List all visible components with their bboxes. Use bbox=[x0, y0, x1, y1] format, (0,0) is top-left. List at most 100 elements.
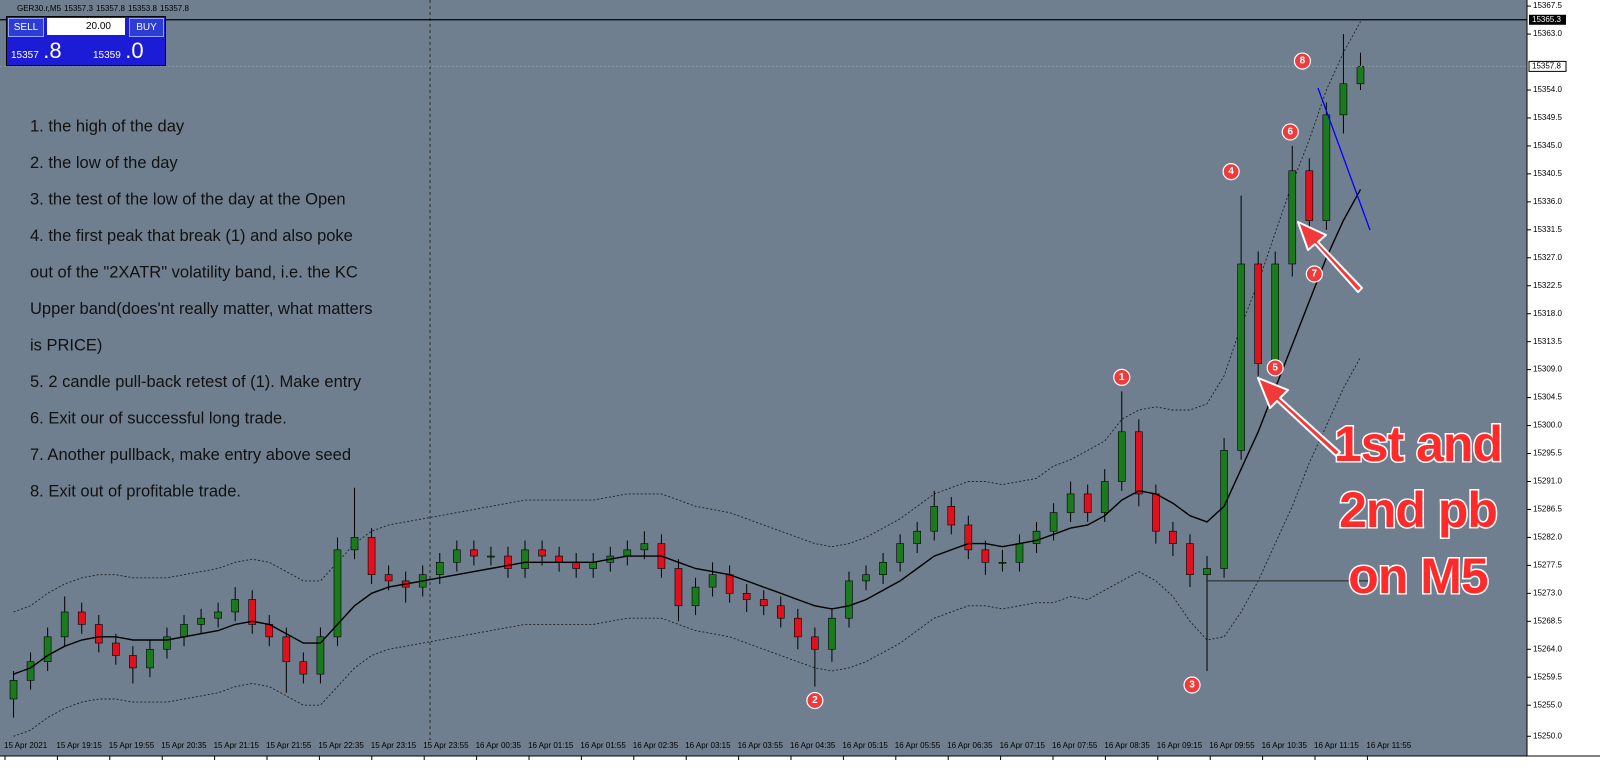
y-tick-label: 15336.0 bbox=[1533, 197, 1562, 206]
step-marker-label: 1 bbox=[1119, 372, 1125, 383]
candle-body bbox=[879, 561, 887, 576]
candle-body bbox=[1032, 530, 1041, 544]
step-marker-label: 2 bbox=[812, 695, 818, 706]
step-marker-label: 3 bbox=[1189, 680, 1195, 691]
note-line: 8. Exit out of profitable trade. bbox=[30, 482, 241, 500]
x-tick-label: 15 Apr 19:15 bbox=[56, 741, 102, 750]
candle-body bbox=[708, 574, 717, 588]
step-marker: 4 bbox=[1222, 163, 1240, 181]
candle-body bbox=[1152, 493, 1160, 532]
x-tick-label: 16 Apr 05:55 bbox=[895, 741, 941, 750]
y-tick-label: 15259.5 bbox=[1533, 672, 1562, 681]
candle-body bbox=[1237, 263, 1245, 451]
y-tick-label: 15282.0 bbox=[1533, 533, 1562, 542]
sell-button[interactable]: SELL bbox=[8, 18, 44, 37]
candle-body bbox=[435, 561, 444, 576]
candle-body bbox=[691, 586, 700, 607]
candle-body bbox=[947, 506, 956, 526]
candle-body bbox=[589, 561, 598, 569]
candle-body bbox=[77, 611, 86, 625]
x-tick-label: 15 Apr 23:15 bbox=[371, 741, 417, 750]
y-tick-label: 15273.0 bbox=[1533, 588, 1562, 597]
y-tick-label: 15291.0 bbox=[1533, 477, 1562, 486]
candle-body bbox=[282, 636, 291, 663]
step-marker-label: 6 bbox=[1287, 126, 1293, 137]
step-marker-dot bbox=[1183, 676, 1201, 694]
candle-body bbox=[163, 636, 171, 650]
y-tick-label: 15264.0 bbox=[1533, 644, 1562, 653]
candle-body bbox=[1356, 66, 1365, 85]
note-line: 3. the test of the low of the day at the… bbox=[30, 190, 346, 208]
symbol: GER30.r,M5 bbox=[17, 4, 62, 13]
y-tick-label: 15286.5 bbox=[1533, 505, 1562, 514]
candle-body bbox=[981, 549, 990, 563]
step-marker: 7 bbox=[1305, 265, 1323, 283]
y-tick-label: 15313.5 bbox=[1533, 337, 1562, 346]
step-marker: 2 bbox=[806, 691, 824, 710]
step-marker-dot bbox=[1113, 368, 1131, 386]
candle-body bbox=[862, 574, 870, 582]
candle-body bbox=[1339, 83, 1348, 116]
callout-line: on M5 bbox=[1348, 548, 1488, 604]
candle-body bbox=[1271, 263, 1280, 364]
ask-price[interactable]: 15359 .0 bbox=[93, 38, 169, 63]
candle-body bbox=[94, 624, 103, 644]
candle-body bbox=[1049, 512, 1058, 532]
candle-body bbox=[487, 555, 495, 558]
buy-button[interactable]: BUY bbox=[129, 18, 164, 37]
x-tick-label: 16 Apr 03:15 bbox=[685, 741, 731, 750]
candle-body bbox=[504, 555, 512, 569]
y-tick-label: 15318.0 bbox=[1533, 309, 1562, 318]
x-tick-label: 16 Apr 03:55 bbox=[738, 741, 784, 750]
y-tick-label: 15268.5 bbox=[1533, 616, 1562, 625]
volume-input[interactable]: 20.00 bbox=[47, 18, 125, 35]
header-value: 15357.8 bbox=[96, 4, 125, 13]
x-tick-label: 15 Apr 23:55 bbox=[423, 741, 469, 750]
bid-main: 15357 bbox=[11, 50, 39, 61]
candle-body bbox=[828, 617, 836, 650]
marks bbox=[9, 21, 1375, 737]
candle-body bbox=[1203, 568, 1211, 576]
candle-body bbox=[453, 549, 461, 563]
step-marker-label: 4 bbox=[1228, 166, 1234, 177]
candle-body bbox=[1100, 481, 1109, 513]
x-tick-label: 16 Apr 04:35 bbox=[790, 741, 836, 750]
header-value: 15353.8 bbox=[128, 4, 157, 13]
bid-price[interactable]: 15357 .8 bbox=[11, 38, 87, 63]
candle-body bbox=[776, 605, 785, 619]
candle-body bbox=[129, 655, 137, 669]
candle-body bbox=[112, 642, 120, 656]
plot-area bbox=[0, 0, 1527, 756]
candle-body bbox=[146, 648, 154, 669]
candle-body bbox=[725, 574, 734, 594]
candle-body bbox=[913, 530, 921, 544]
y-tick-label: 15363.0 bbox=[1533, 29, 1562, 38]
candle-body bbox=[1083, 493, 1092, 513]
candle-body bbox=[1169, 530, 1177, 544]
y-tick-label: 15345.0 bbox=[1533, 141, 1562, 150]
arrow bbox=[1297, 221, 1363, 293]
note-line: 2. the low of the day bbox=[30, 154, 178, 172]
candle-body bbox=[623, 549, 632, 557]
candle-body bbox=[333, 549, 342, 638]
step-marker: 3 bbox=[1183, 676, 1201, 694]
note-line: 5. 2 candle pull-back retest of (1). Mak… bbox=[30, 373, 362, 391]
candle-body bbox=[896, 543, 904, 563]
y-tick-label: 15277.5 bbox=[1533, 560, 1562, 569]
step-marker-label: 7 bbox=[1312, 269, 1318, 280]
trend-line bbox=[1317, 87, 1371, 231]
note-line: 7. Another pullback, make entry above se… bbox=[30, 446, 351, 464]
x-tick-label: 16 Apr 01:55 bbox=[580, 741, 626, 750]
price-marker: 15365.3 bbox=[1532, 15, 1561, 24]
price-marker-box bbox=[1528, 60, 1567, 72]
callout-line: 1st and bbox=[1334, 416, 1502, 472]
candle-body bbox=[1254, 263, 1262, 364]
candle-body bbox=[794, 617, 802, 638]
x-tick-label: 15 Apr 19:55 bbox=[109, 741, 155, 750]
note-line: 6. Exit our of successful long trade. bbox=[30, 409, 287, 427]
step-marker-dot bbox=[1305, 265, 1323, 283]
step-marker: 8 bbox=[1293, 52, 1312, 70]
note-line: 1. the high of the day bbox=[30, 117, 185, 135]
y-tick-label: 15331.5 bbox=[1533, 225, 1562, 234]
y-tick-label: 15327.0 bbox=[1533, 253, 1562, 262]
